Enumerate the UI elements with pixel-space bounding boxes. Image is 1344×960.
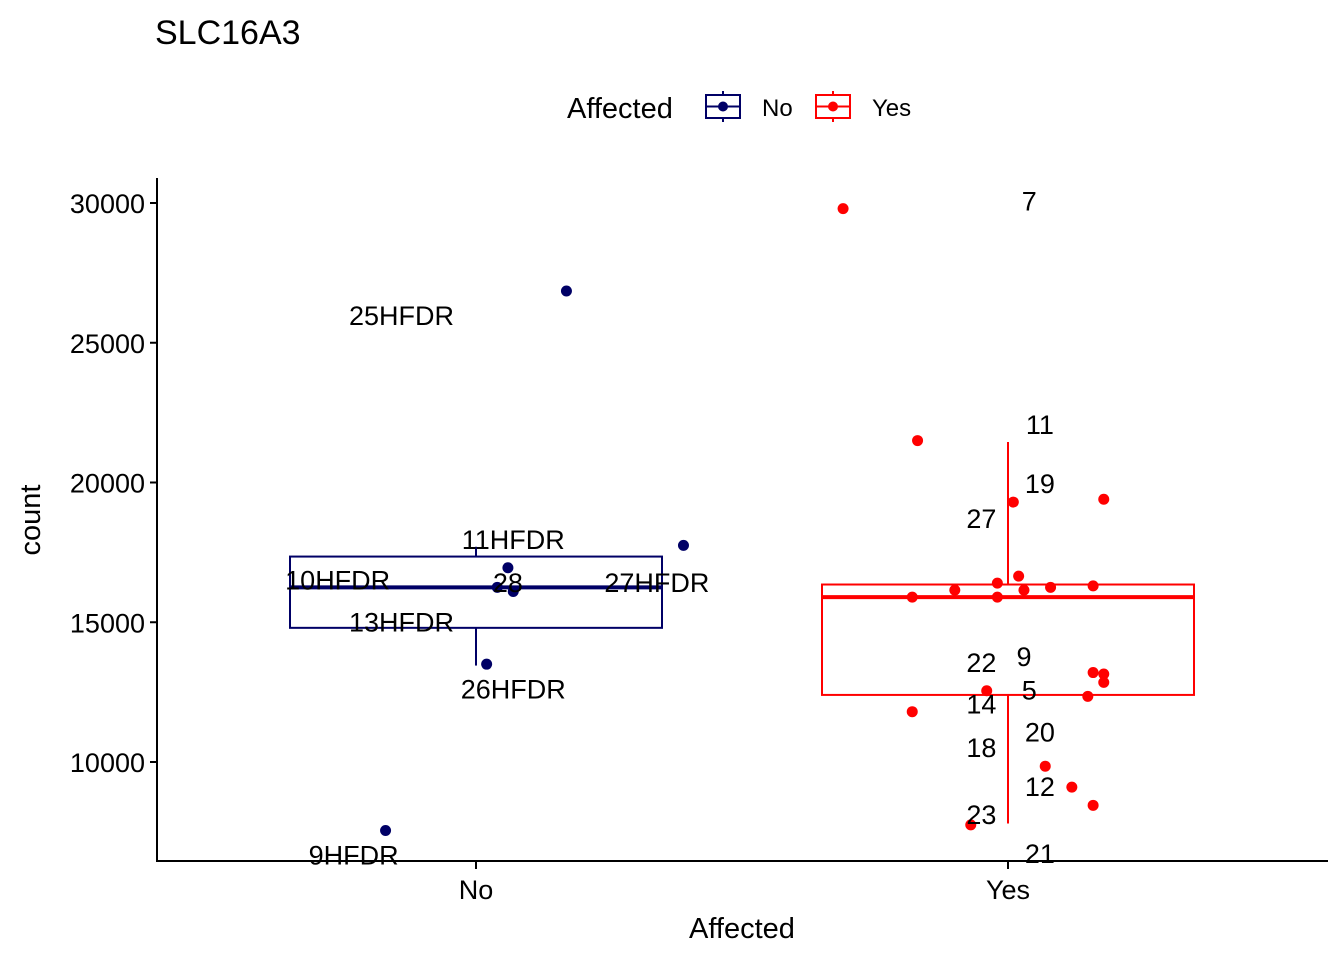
y-tick-label: 20000 [70, 469, 145, 499]
point-label: 11 [1026, 410, 1054, 440]
x-tick-label-no: No [459, 875, 494, 905]
data-point [965, 819, 977, 831]
point-label: 25HFDR [349, 301, 454, 331]
y-axis-title: count [15, 485, 47, 556]
data-point [380, 824, 392, 836]
legend-entry-yes: Yes [815, 91, 911, 122]
legend-entry-no: No [705, 91, 793, 122]
data-point [1098, 676, 1110, 688]
point-label: 23 [966, 800, 996, 830]
point-label: 11HFDR [462, 525, 565, 555]
y-tick-label: 25000 [70, 329, 145, 359]
point-label: 9 [1016, 642, 1031, 672]
series-yes: 7 11 19 27 22 9 5 14 20 18 12 23 21 [821, 187, 1195, 869]
point-label: 22 [966, 648, 996, 678]
data-point [1045, 581, 1057, 593]
point-label: 9HFDR [309, 841, 399, 871]
plot-area: 25HFDR 11HFDR 10HFDR 28 27HFDR 13HFDR 26HFDR 9H… [285, 187, 1195, 871]
data-point [1087, 580, 1099, 592]
point-label: 21 [1025, 839, 1055, 869]
point-label: 14 [966, 690, 996, 720]
y-tick-label: 10000 [70, 748, 145, 778]
legend-key-point [828, 101, 838, 112]
point-label: 27HFDR [604, 568, 709, 598]
x-axis-title: Affected [689, 913, 795, 945]
y-tick-label: 15000 [70, 608, 145, 638]
data-point [1082, 690, 1094, 702]
data-point [991, 577, 1003, 589]
data-point [1098, 493, 1110, 505]
data-point [906, 591, 918, 603]
legend-key-point [718, 101, 728, 112]
legend-title: Affected [567, 93, 673, 125]
point-label: 27 [966, 504, 996, 534]
legend-label: No [762, 95, 793, 122]
data-point [906, 706, 918, 718]
data-point [1018, 584, 1030, 596]
data-point [837, 203, 849, 215]
point-label: 28 [493, 568, 523, 598]
legend-label: Yes [872, 95, 911, 122]
point-label: 7 [1022, 187, 1037, 217]
data-point [991, 591, 1003, 603]
data-point [1087, 667, 1099, 679]
box-iqr [821, 583, 1195, 696]
point-label: 20 [1025, 718, 1055, 748]
point-label: 12 [1025, 772, 1055, 802]
data-point [560, 285, 572, 297]
series-no: 25HFDR 11HFDR 10HFDR 28 27HFDR 13HFDR 26HFDR 9H… [285, 285, 709, 871]
axes: 10000 15000 20000 25000 30000 No Yes [70, 178, 1328, 905]
data-point [502, 562, 514, 574]
x-tick-label-yes: Yes [986, 875, 1030, 905]
data-point [1007, 496, 1019, 508]
data-point [1013, 570, 1025, 582]
data-point [481, 658, 493, 670]
point-label: 19 [1025, 469, 1055, 499]
point-label: 18 [966, 733, 996, 763]
point-label: 5 [1022, 676, 1037, 706]
point-label: 10HFDR [285, 565, 390, 595]
chart-title: SLC16A3 [155, 14, 301, 52]
point-label: 26HFDR [461, 674, 566, 704]
data-point [912, 435, 924, 447]
point-label: 13HFDR [349, 607, 454, 637]
data-point [507, 586, 519, 598]
data-point [491, 581, 503, 593]
data-point [949, 584, 961, 596]
box-iqr [289, 555, 663, 629]
data-point [1039, 760, 1051, 772]
data-point [677, 539, 689, 551]
legend: Affected No Yes [567, 91, 911, 125]
data-point [1066, 781, 1078, 793]
data-point [1098, 668, 1110, 680]
data-point [1087, 799, 1099, 811]
y-tick-label: 30000 [70, 189, 145, 219]
data-point [981, 685, 993, 697]
